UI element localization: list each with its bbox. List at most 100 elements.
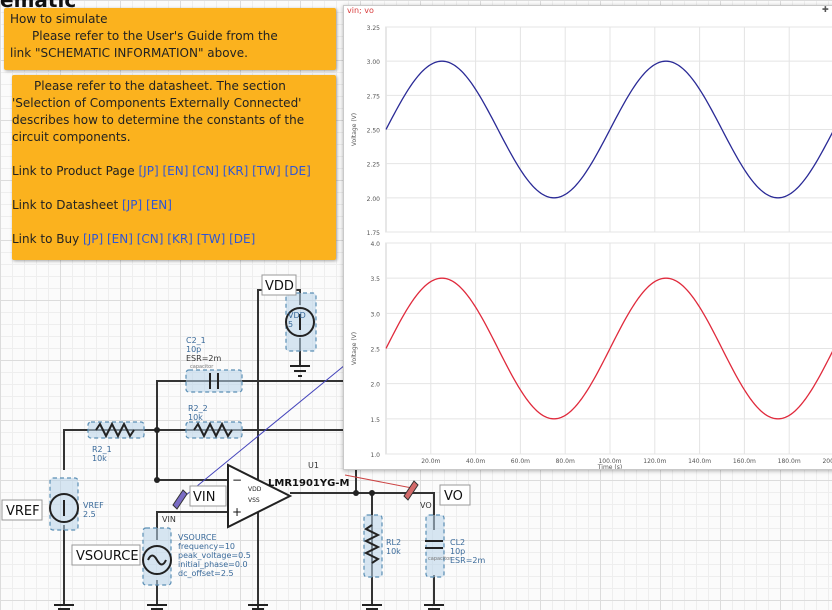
x-tick-label: 120.0m (643, 458, 666, 465)
product-link-cn[interactable]: [CN] (192, 164, 219, 178)
opamp-symbol[interactable] (227, 463, 293, 529)
cl2-box[interactable] (425, 514, 445, 578)
datasheet-label: Link to Datasheet (12, 198, 123, 212)
y-tick-label: 3.25 (367, 25, 381, 32)
r22-symbol (193, 421, 233, 439)
vsource-symbol (142, 545, 172, 575)
probe-icon-vin[interactable] (172, 489, 188, 510)
x-tick-label: 140.0m (688, 458, 711, 465)
chart-1: 1.75 2.00 2.25 2.50 2.75 3.00 3.25 Voltage (V) (351, 25, 832, 237)
r21-value: 10k (92, 454, 107, 463)
probe-icon-vo[interactable] (403, 480, 419, 501)
note-text: Please refer to the User's Guide from th… (32, 29, 278, 43)
vdd-net-label: VDD (265, 279, 294, 294)
x-axis-label: Time (s) (597, 464, 622, 469)
rl2-box[interactable] (363, 514, 383, 578)
y-tick-label: 1.75 (367, 230, 381, 237)
x-tick-label: 180.0m (778, 458, 801, 465)
y-axis-label: Voltage (V) (351, 332, 358, 365)
ground-icon (248, 604, 268, 610)
product-link-en[interactable]: [EN] (162, 164, 189, 178)
vdd-src-name: VDD (288, 311, 306, 320)
y-tick-label: 2.75 (367, 93, 381, 100)
x-tick-label: 40.0m (466, 458, 485, 465)
y-tick-label: 2.50 (367, 128, 381, 135)
simulate-note[interactable]: How to simulate Please refer to the User… (4, 8, 336, 70)
ground-icon (424, 604, 444, 610)
c2-esr: ESR=2m (186, 354, 221, 363)
x-tick-label: 100.0m (598, 458, 621, 465)
datasheet-link-jp[interactable]: [JP] (122, 198, 143, 212)
c2-subtype: capacitor (190, 364, 214, 370)
c2-value: 10p (186, 345, 201, 354)
x-tick-label: 160.0m (733, 458, 756, 465)
waveform-window[interactable]: vin; vo ✚ ✕ 1.752.002.252.502.753.003.25… (343, 5, 832, 470)
cl2-esr: ESR=2m (450, 556, 485, 565)
note-text: 'Selection of Components Externally Conn… (12, 96, 302, 110)
y-tick-label: 2.0 (370, 382, 380, 389)
c2-name: C2_1 (186, 336, 206, 345)
rl2-name: RL2 (386, 538, 401, 547)
vsource-param: VSOURCE (178, 533, 217, 542)
y-tick-label: 1.0 (370, 452, 380, 459)
vin-net-name: VIN (162, 515, 176, 524)
note-text: Please refer to the datasheet. The secti… (34, 79, 286, 93)
buy-label: Link to Buy (12, 232, 84, 246)
product-page-links: Link to Product Page [JP] [EN] [CN] [KR]… (12, 163, 336, 180)
pin-icon[interactable]: ✚ (822, 5, 829, 14)
datasheet-links: Link to Datasheet [JP] [EN] (12, 197, 336, 214)
y-tick-label: 3.5 (370, 276, 380, 283)
note-text: circuit components. (12, 130, 131, 144)
u1-vdd-pin: VDD (248, 486, 262, 493)
y-tick-label: 2.00 (367, 196, 381, 203)
vsource-box[interactable] (142, 527, 172, 586)
vref-net-label-box (1, 499, 43, 521)
y-tick-label: 4.0 (370, 241, 380, 248)
product-link-tw[interactable]: [TW] (252, 164, 281, 178)
buy-link-kr[interactable]: [KR] (167, 232, 193, 246)
vsource-param: peak_voltage=0.5 (178, 551, 251, 560)
waveform-line (385, 277, 832, 420)
y-tick-label: 3.0 (370, 311, 380, 318)
vdd-src-value: 5 (288, 320, 293, 329)
vsource-net-label-box (71, 544, 141, 566)
junction-dot (369, 490, 375, 496)
buy-link-de[interactable]: [DE] (229, 232, 256, 246)
vin-net-label-box (189, 485, 227, 507)
vo-net-label: VO (444, 489, 463, 504)
r21-symbol (95, 421, 135, 439)
rl2-value: 10k (386, 547, 401, 556)
vdd-source-symbol (285, 307, 315, 337)
vsource-param: frequency=10 (178, 542, 235, 551)
vref-source-symbol (49, 493, 79, 523)
buy-link-en[interactable]: [EN] (106, 232, 133, 246)
x-tick-label: 20.0m (421, 458, 440, 465)
u1-vss-pin: VSS (248, 497, 260, 504)
buy-link-jp[interactable]: [JP] (83, 232, 104, 246)
buy-link-cn[interactable]: [CN] (136, 232, 164, 246)
probe-line-vo (344, 474, 413, 489)
u1-ref: U1 (308, 461, 319, 470)
product-link-de[interactable]: [DE] (284, 164, 311, 178)
datasheet-link-en[interactable]: [EN] (146, 198, 172, 212)
vref-net-label: VREF (6, 504, 40, 519)
x-tick-label: 200.0m (822, 458, 832, 465)
r22-name: R2_2 (188, 404, 208, 413)
product-link-kr[interactable]: [KR] (222, 164, 249, 178)
c2-box[interactable] (185, 369, 243, 393)
y-axis-label: Voltage (V) (351, 113, 358, 146)
y-tick-label: 2.25 (367, 162, 381, 169)
u1-minus: − (232, 473, 242, 487)
note-text: link "SCHEMATIC INFORMATION" above. (10, 46, 248, 60)
buy-link-tw[interactable]: [TW] (196, 232, 226, 246)
datasheet-note[interactable]: Please refer to the datasheet. The secti… (12, 75, 336, 260)
product-link-jp[interactable]: [JP] (138, 164, 159, 178)
wire-output (290, 492, 435, 530)
junction-dot (154, 477, 160, 483)
ground-icon (362, 604, 382, 610)
x-tick-label: 80.0m (556, 458, 575, 465)
cl2-name: CL2 (450, 538, 465, 547)
vsource-net-label: VSOURCE (76, 549, 139, 564)
